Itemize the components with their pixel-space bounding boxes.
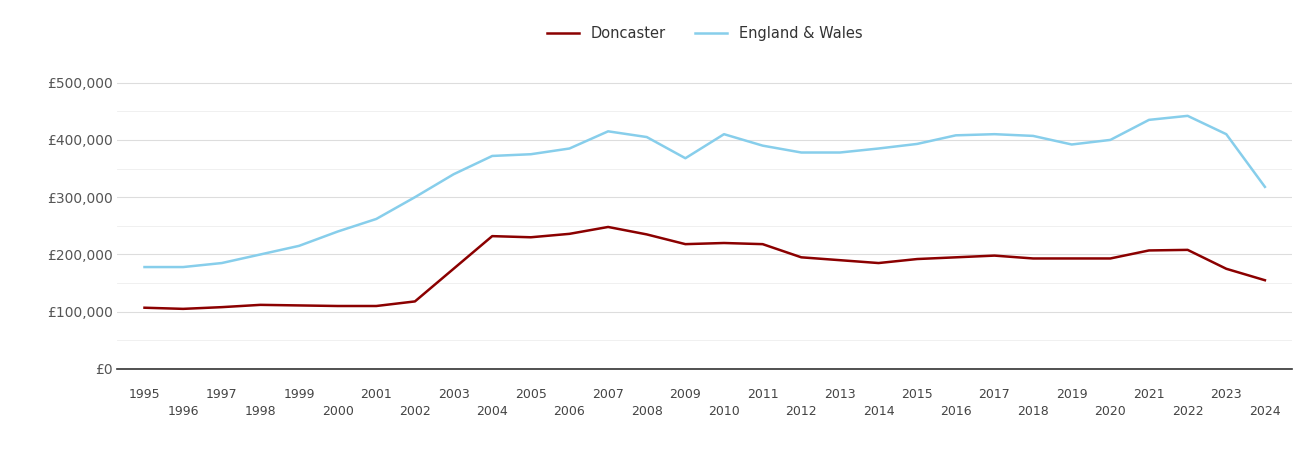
Doncaster xyxy=(523,234,539,240)
Doncaster xyxy=(1064,256,1079,261)
Text: 2014: 2014 xyxy=(863,405,894,418)
England & Wales xyxy=(793,150,809,155)
Text: 2023: 2023 xyxy=(1211,388,1242,401)
Doncaster xyxy=(600,224,616,230)
Doncaster xyxy=(214,305,230,310)
England & Wales xyxy=(716,131,732,137)
Text: 1996: 1996 xyxy=(167,405,198,418)
Text: 1997: 1997 xyxy=(206,388,238,401)
Doncaster xyxy=(1180,247,1195,252)
Doncaster xyxy=(870,261,886,266)
Text: 2004: 2004 xyxy=(476,405,508,418)
Doncaster xyxy=(446,266,462,271)
England & Wales xyxy=(1219,131,1235,137)
Text: 2010: 2010 xyxy=(709,405,740,418)
Text: 2019: 2019 xyxy=(1056,388,1087,401)
Doncaster xyxy=(253,302,269,307)
England & Wales xyxy=(1064,142,1079,147)
England & Wales xyxy=(947,133,963,138)
England & Wales xyxy=(446,171,462,177)
Text: 2018: 2018 xyxy=(1017,405,1049,418)
England & Wales xyxy=(833,150,848,155)
Doncaster xyxy=(1219,266,1235,271)
Doncaster xyxy=(484,234,500,239)
Doncaster xyxy=(754,242,770,247)
Text: 2006: 2006 xyxy=(553,405,586,418)
England & Wales xyxy=(368,216,384,222)
Text: 2007: 2007 xyxy=(592,388,624,401)
England & Wales xyxy=(600,129,616,134)
England & Wales xyxy=(253,252,269,257)
Text: 2011: 2011 xyxy=(746,388,779,401)
England & Wales xyxy=(754,143,770,148)
England & Wales xyxy=(561,146,577,151)
Text: 2001: 2001 xyxy=(360,388,393,401)
England & Wales xyxy=(910,141,925,147)
Text: 2017: 2017 xyxy=(979,388,1010,401)
England & Wales xyxy=(214,261,230,266)
Doncaster xyxy=(1026,256,1041,261)
Text: 2021: 2021 xyxy=(1133,388,1165,401)
England & Wales xyxy=(175,264,191,270)
Text: 2008: 2008 xyxy=(630,405,663,418)
England & Wales xyxy=(330,229,346,234)
England & Wales xyxy=(1103,137,1118,143)
Text: 1998: 1998 xyxy=(244,405,277,418)
England & Wales xyxy=(523,152,539,157)
Text: 2002: 2002 xyxy=(399,405,431,418)
Doncaster xyxy=(137,305,153,310)
England & Wales xyxy=(1026,133,1041,139)
Doncaster xyxy=(677,242,693,247)
Doncaster xyxy=(716,240,732,246)
England & Wales xyxy=(1141,117,1156,122)
Text: 1999: 1999 xyxy=(283,388,315,401)
Doncaster xyxy=(947,255,963,260)
Doncaster xyxy=(561,231,577,237)
Doncaster xyxy=(330,303,346,309)
Doncaster xyxy=(175,306,191,311)
Doncaster xyxy=(910,256,925,262)
Doncaster xyxy=(639,232,655,237)
England & Wales xyxy=(1180,113,1195,118)
England & Wales xyxy=(987,131,1002,137)
England & Wales xyxy=(1257,184,1272,189)
Doncaster xyxy=(407,299,423,304)
Doncaster xyxy=(1257,278,1272,283)
Text: 2013: 2013 xyxy=(825,388,856,401)
England & Wales xyxy=(484,153,500,159)
England & Wales xyxy=(291,243,307,248)
Doncaster xyxy=(833,257,848,263)
Doncaster xyxy=(987,253,1002,258)
England & Wales xyxy=(639,135,655,140)
Text: 2012: 2012 xyxy=(786,405,817,418)
Text: 2022: 2022 xyxy=(1172,405,1203,418)
England & Wales xyxy=(137,264,153,270)
Text: 2009: 2009 xyxy=(669,388,701,401)
Text: 2016: 2016 xyxy=(940,405,972,418)
England & Wales xyxy=(870,146,886,151)
Legend: Doncaster, England & Wales: Doncaster, England & Wales xyxy=(542,20,868,47)
Doncaster xyxy=(368,303,384,309)
England & Wales xyxy=(677,156,693,161)
England & Wales xyxy=(407,194,423,200)
Text: 2003: 2003 xyxy=(437,388,470,401)
Doncaster xyxy=(1103,256,1118,261)
Line: England & Wales: England & Wales xyxy=(145,116,1265,267)
Doncaster xyxy=(291,303,307,308)
Doncaster xyxy=(793,255,809,260)
Text: 1995: 1995 xyxy=(129,388,161,401)
Text: 2015: 2015 xyxy=(902,388,933,401)
Text: 2024: 2024 xyxy=(1249,405,1280,418)
Text: 2000: 2000 xyxy=(322,405,354,418)
Text: 2005: 2005 xyxy=(515,388,547,401)
Text: 2020: 2020 xyxy=(1095,405,1126,418)
Line: Doncaster: Doncaster xyxy=(145,227,1265,309)
Doncaster xyxy=(1141,248,1156,253)
